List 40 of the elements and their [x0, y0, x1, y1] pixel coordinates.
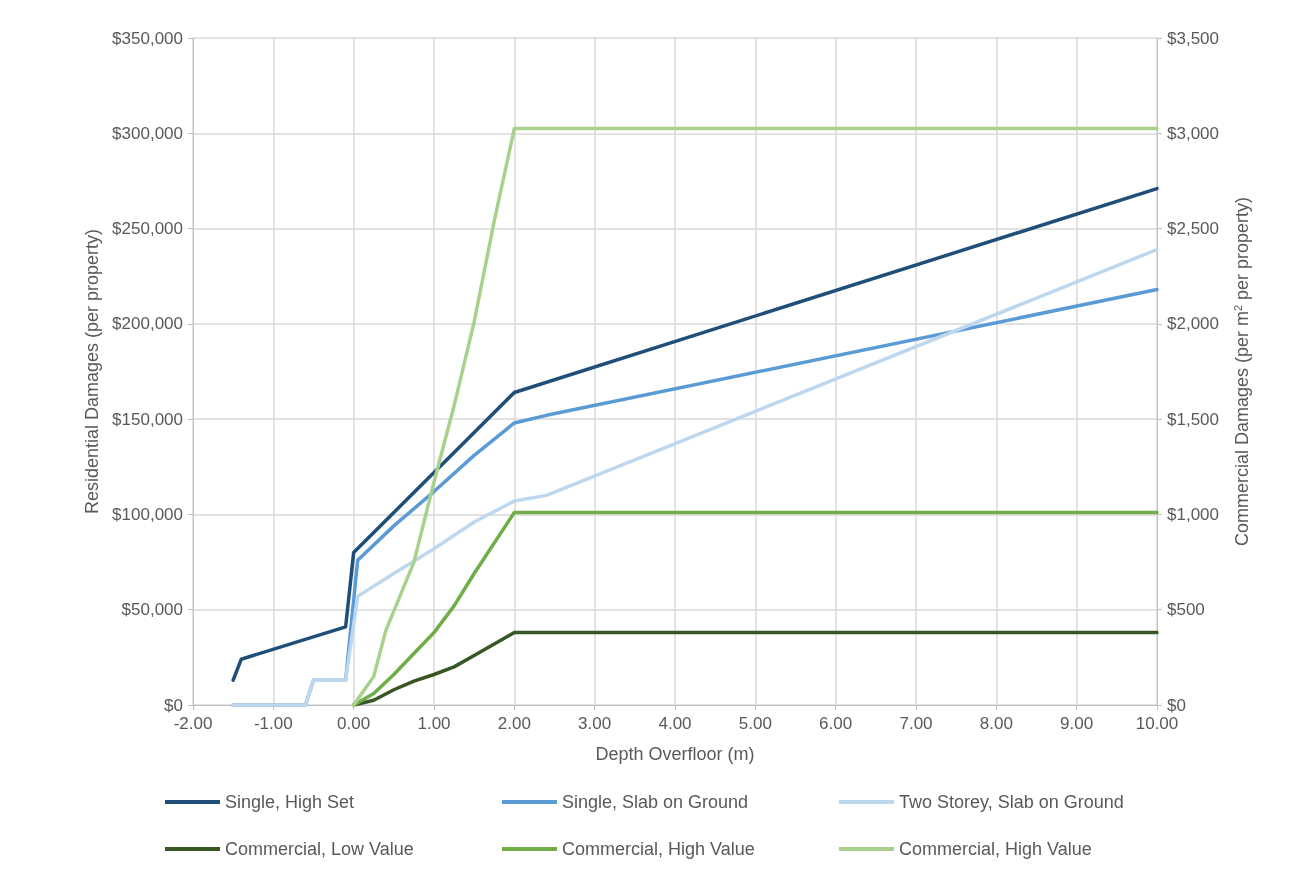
- y-tick-label: $350,000: [112, 28, 183, 48]
- y2-tick-label: $2,000: [1167, 314, 1219, 334]
- y2-tick-label: $2,500: [1167, 219, 1219, 239]
- y-tick-label: $250,000: [112, 219, 183, 239]
- legend-label: Commercial, High Value: [899, 839, 1092, 859]
- y-tick-label: $200,000: [112, 314, 183, 334]
- y2-tick-label: $0: [1167, 695, 1186, 715]
- y-tick-label: $100,000: [112, 504, 183, 524]
- x-tick-label: 9.00: [1060, 714, 1094, 733]
- x-tick-label: 0.00: [337, 714, 371, 733]
- x-tick-label: 3.00: [578, 714, 612, 733]
- x-tick-label: 6.00: [819, 714, 853, 733]
- legend-label: Two Storey, Slab on Ground: [899, 792, 1124, 812]
- x-axis-title: Depth Overfloor (m): [595, 744, 755, 764]
- legend-label: Single, High Set: [225, 792, 355, 812]
- y2-axis-title: Commercial Damages (per m2 per property): [1231, 196, 1252, 547]
- x-tick-label: -1.00: [253, 714, 293, 733]
- y-tick-label: $50,000: [121, 600, 183, 620]
- line-series: [231, 186, 1159, 682]
- x-tick-label: 7.00: [899, 714, 933, 733]
- y-tick-label: $300,000: [112, 123, 183, 143]
- y2-tick-label: $3,500: [1167, 28, 1219, 48]
- y2-tick-label: $1,000: [1167, 504, 1219, 524]
- x-tick-label: 5.00: [738, 714, 772, 733]
- x-tick-label: 10.00: [1135, 714, 1179, 733]
- x-tick-label: -2.00: [173, 714, 213, 733]
- line-series: [351, 126, 1159, 707]
- y2-tick-label: $3,000: [1167, 123, 1219, 143]
- y-axis-title: Residential Damages (per property): [82, 228, 103, 515]
- y-tick-label: $150,000: [112, 409, 183, 429]
- x-tick-label: 8.00: [979, 714, 1013, 733]
- y2-tick-label: $500: [1167, 600, 1205, 620]
- legend-label: Commercial, Low Value: [225, 839, 414, 859]
- x-tick-label: 2.00: [497, 714, 531, 733]
- x-tick-label: 4.00: [658, 714, 692, 733]
- legend-label: Commercial, High Value: [562, 839, 755, 859]
- y2-tick-label: $1,500: [1167, 409, 1219, 429]
- y-tick-label: $0: [164, 695, 183, 715]
- x-tick-label: 1.00: [417, 714, 451, 733]
- legend-label: Single, Slab on Ground: [562, 792, 749, 812]
